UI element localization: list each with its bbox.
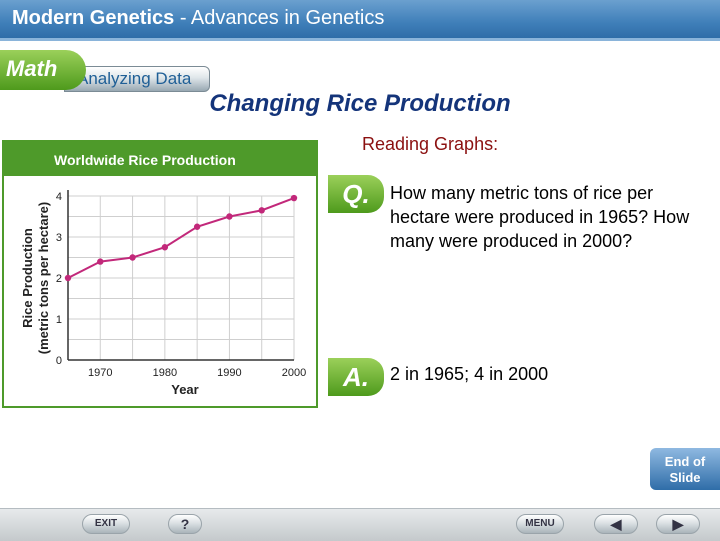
header-title-rest: - Advances in Genetics [174,7,385,29]
data-point [226,213,233,220]
data-point [97,258,104,265]
analyzing-data-tab: Analyzing Data [64,66,210,92]
header-bar: Modern Genetics - Advances in Genetics [0,0,720,38]
y-tick-label: 4 [56,191,62,203]
menu-button[interactable]: MENU [516,514,564,534]
reading-graphs-label: Reading Graphs: [362,134,499,154]
analyzing-data-label: Analyzing Data [77,69,192,88]
next-slide-button[interactable]: ▶ [656,514,700,534]
data-point [129,254,136,261]
data-point [193,223,201,230]
data-point [161,244,169,251]
end-of-slide-line2: Slide [669,470,701,485]
x-tick-label: 1980 [153,367,177,379]
y-tick-label: 1 [56,314,62,326]
x-tick-label: 2000 [282,367,306,379]
help-button[interactable]: ? [168,514,202,534]
math-tab: Math [0,50,86,90]
data-point [258,207,265,214]
x-tick-label: 1990 [217,367,241,379]
end-of-slide-button[interactable]: End of Slide [650,448,720,490]
chart-title-bar [4,142,316,176]
exit-button[interactable]: EXIT [82,514,130,534]
x-tick-label: 1970 [88,367,112,379]
data-point [290,194,298,202]
x-axis-label: Year [171,382,198,397]
y-tick-label: 3 [56,232,62,244]
header-divider [0,38,720,41]
series-line [67,197,295,279]
question-text: How many metric tons of rice per hectare… [390,183,690,251]
header-title-bold: Modern Genetics [12,7,175,29]
data-point [64,274,72,282]
y-tick-label: 2 [56,273,62,285]
chart-title: Worldwide Rice Production [54,152,236,168]
chart-panel: Worldwide Rice Production 0 1 2 3 4 1970 1980 19… [2,140,318,408]
rice-production-chart: Worldwide Rice Production 0 1 2 3 4 1970 1980 19… [4,142,316,397]
y-tick-label: 0 [56,355,62,367]
y-axis-label-line2: (metric tons per hectare) [36,202,51,354]
math-label: Math [6,56,58,81]
header-title: Modern Genetics - Advances in Genetics [12,7,384,30]
page-title: Changing Rice Production [209,90,511,117]
previous-slide-button[interactable]: ◀ [594,514,638,534]
answer-badge: A. [328,358,384,396]
end-of-slide-line1: End of [664,454,706,469]
y-axis-label-line1: Rice Production [20,228,35,328]
answer-text: 2 in 1965; 4 in 2000 [390,364,549,384]
question-badge: Q. [328,175,384,213]
